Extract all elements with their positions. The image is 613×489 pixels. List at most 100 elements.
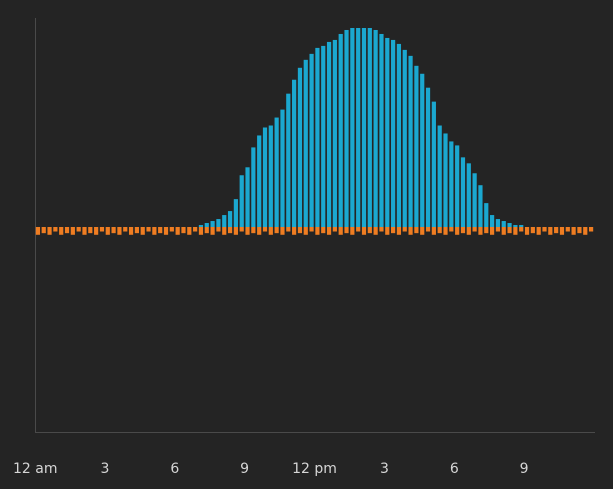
bar-series-2-82: [513, 227, 518, 235]
bar-series-2-41: [274, 227, 279, 234]
bar-series-1-57: [367, 28, 372, 227]
bar-series-2-6: [70, 227, 75, 235]
bar-series-2-9: [88, 227, 93, 234]
x-tick-label-4: 12 pm: [292, 461, 337, 477]
bar-series-1-82: [513, 225, 518, 227]
bar-series-2-91: [565, 227, 570, 232]
bar-series-1-50: [326, 41, 332, 228]
bar-series-2-95: [588, 227, 594, 232]
bar-series-1-40: [268, 125, 273, 227]
bar-series-2-15: [123, 227, 128, 232]
bar-series-2-40: [268, 227, 273, 235]
bar-series-2-26: [187, 227, 192, 235]
bar-series-2-89: [554, 227, 559, 234]
bar-series-2-38: [257, 227, 262, 235]
bar-series-2-65: [414, 227, 419, 234]
bar-series-2-60: [385, 227, 390, 235]
bar-series-2-43: [286, 227, 291, 232]
bar-series-1-64: [408, 55, 413, 227]
bar-series-2-56: [361, 227, 367, 235]
bar-series-2-33: [227, 227, 233, 234]
bar-series-2-24: [175, 227, 180, 235]
bar-series-2-45: [297, 227, 303, 234]
bar-series-2-59: [379, 227, 384, 232]
x-tick-label-3: 9: [240, 461, 249, 477]
bar-series-1-38: [257, 135, 262, 227]
bar-series-2-22: [163, 227, 169, 235]
bar-series-2-16: [128, 227, 134, 235]
bar-series-2-20: [152, 227, 157, 235]
bar-series-2-5: [64, 227, 70, 234]
x-tick-label-5: 3: [380, 461, 389, 477]
bar-series-2-35: [239, 227, 244, 232]
bar-series-2-68: [431, 227, 436, 235]
bar-series-2-54: [350, 227, 355, 235]
bar-series-2-71: [449, 227, 454, 232]
bar-series-2-63: [402, 227, 407, 232]
bar-series-1-83: [519, 225, 524, 227]
bar-series-1-29: [204, 223, 209, 227]
bar-series-1-45: [297, 67, 303, 227]
bar-series-2-32: [222, 227, 227, 235]
bar-series-2-47: [309, 227, 314, 232]
bar-series-2-77: [484, 227, 489, 234]
bar-series-2-37: [251, 227, 256, 234]
bar-series-1-53: [344, 29, 349, 227]
bar-series-2-72: [455, 227, 460, 235]
bar-series-2-14: [117, 227, 122, 235]
bar-series-1-56: [361, 28, 367, 227]
bar-series-2-67: [425, 227, 431, 232]
bar-series-1-63: [402, 49, 407, 227]
bar-series-1-35: [239, 175, 244, 227]
bar-series-1-62: [396, 43, 402, 227]
bar-series-1-79: [495, 219, 501, 227]
bar-series-2-78: [490, 227, 495, 235]
bar-series-1-75: [472, 173, 477, 227]
bar-series-2-25: [181, 227, 186, 234]
bar-series-2-85: [530, 227, 535, 234]
bar-series-2-42: [280, 227, 285, 235]
bar-series-1-76: [478, 185, 483, 227]
bar-series-2-75: [472, 227, 477, 232]
bar-series-2-86: [536, 227, 541, 235]
bar-series-2-36: [245, 227, 250, 235]
bar-series-2-17: [134, 227, 139, 234]
bar-series-2-50: [326, 227, 332, 235]
bar-series-1-69: [437, 125, 442, 227]
bar-series-1-46: [303, 59, 308, 228]
bar-series-2-53: [344, 227, 349, 234]
bar-series-2-88: [548, 227, 553, 235]
bar-series-2-90: [559, 227, 565, 235]
x-tick-label-2: 6: [170, 461, 179, 477]
bar-series-2-64: [408, 227, 413, 235]
bar-series-1-78: [490, 215, 495, 227]
bar-series-2-55: [356, 227, 361, 232]
bar-series-2-51: [332, 227, 337, 232]
bar-series-1-68: [431, 101, 436, 227]
bar-series-2-48: [315, 227, 320, 235]
bar-series-1-52: [338, 33, 343, 227]
bar-series-2-29: [204, 227, 209, 234]
bar-series-2-83: [519, 227, 524, 232]
bar-series-1-42: [280, 109, 285, 227]
bar-series-2-57: [367, 227, 372, 234]
bar-series-1-30: [210, 221, 215, 227]
bar-series-2-94: [583, 227, 588, 235]
bar-series-1-32: [222, 215, 227, 227]
bar-series-2-84: [524, 227, 530, 235]
bar-series-2-4: [59, 227, 64, 235]
bar-series-1-44: [292, 79, 297, 228]
x-tick-label-7: 9: [520, 461, 529, 477]
bar-series-2-34: [233, 227, 238, 235]
bar-series-1-67: [425, 87, 431, 227]
bar-series-1-31: [216, 219, 221, 227]
bar-series-1-60: [385, 37, 390, 228]
bar-series-2-30: [210, 227, 215, 235]
bar-series-2-1: [41, 227, 46, 234]
bar-series-1-41: [274, 117, 279, 227]
bar-series-2-18: [140, 227, 145, 235]
bar-series-2-11: [99, 227, 105, 232]
bar-series-2-74: [466, 227, 471, 235]
bar-series-1-34: [233, 199, 238, 227]
